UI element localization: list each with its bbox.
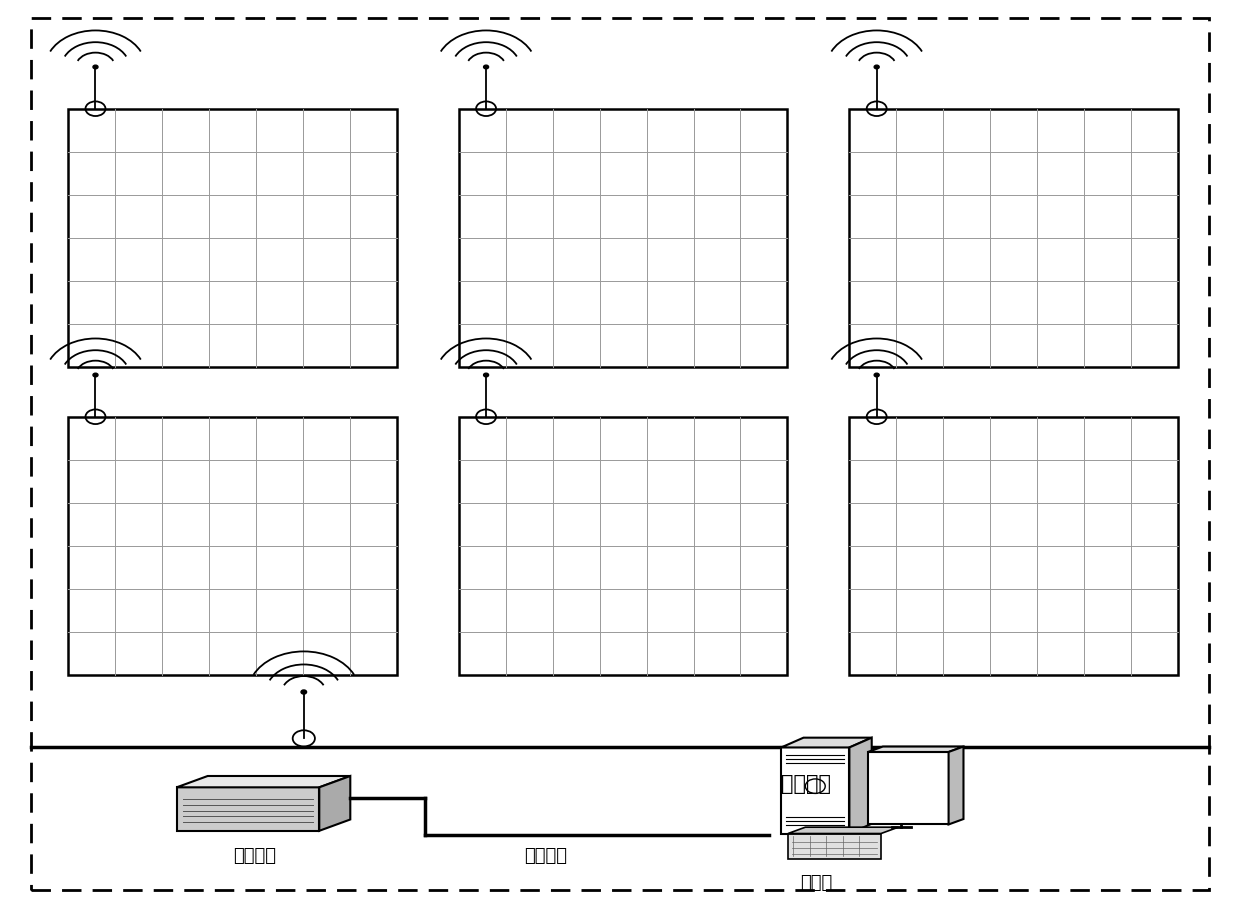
Text: 仓储区域: 仓储区域 [781,774,831,794]
Bar [68,109,397,367]
Polygon shape [789,827,898,834]
Bar [849,417,1178,675]
Polygon shape [949,747,963,824]
Polygon shape [781,737,872,747]
Polygon shape [789,834,880,859]
Bar [68,417,397,675]
Circle shape [484,65,489,69]
Circle shape [301,690,306,694]
Circle shape [93,373,98,377]
Polygon shape [868,747,963,752]
Polygon shape [849,737,872,834]
Polygon shape [320,776,351,831]
FancyBboxPatch shape [31,18,1209,890]
Circle shape [484,373,489,377]
Text: 服务器: 服务器 [800,874,832,892]
Circle shape [874,373,879,377]
FancyBboxPatch shape [781,747,849,834]
FancyBboxPatch shape [177,787,320,831]
Bar [459,109,787,367]
Bar [459,417,787,675]
FancyBboxPatch shape [868,752,949,824]
Polygon shape [177,776,351,787]
Circle shape [874,65,879,69]
Circle shape [93,65,98,69]
Text: 办公区域: 办公区域 [525,847,567,865]
Text: 无线网关: 无线网关 [233,847,275,865]
Bar [849,109,1178,367]
